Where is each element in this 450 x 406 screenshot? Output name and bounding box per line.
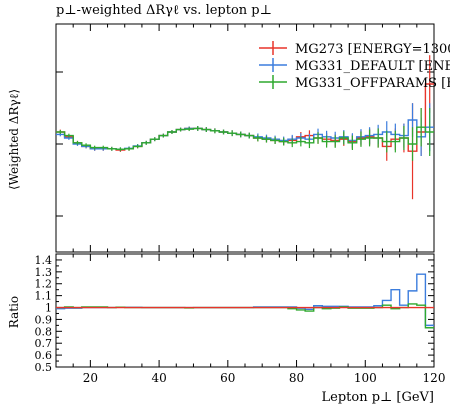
- series-line: [56, 273, 434, 327]
- main-y-axis-label: ⟨Weighted ΔRγℓ⟩: [7, 89, 21, 190]
- ratio-y-tick-label: 0.6: [35, 349, 53, 362]
- ratio-y-axis-label: Ratio: [7, 296, 21, 328]
- x-tick-label: 60: [220, 371, 235, 385]
- x-tick-label: 120: [423, 371, 446, 385]
- x-tick-label: 40: [151, 371, 166, 385]
- legend: MG273 [ENERGY=13000] MG331_DEFAULT [ENERG…: [259, 41, 450, 91]
- series-line: [56, 126, 434, 150]
- main-series-2: [56, 108, 434, 161]
- ratio-frame: [55, 253, 435, 368]
- ratio-y-tick-label: 1.3: [35, 266, 53, 279]
- x-tick-label: 20: [83, 371, 98, 385]
- ratio-y-tick-label: 0.9: [35, 313, 53, 326]
- ratio-y-tick-label: 1.4: [35, 254, 53, 267]
- ratio-y-tick-label: 0.8: [35, 325, 53, 338]
- chart-title: p⊥-weighted ΔRγℓ vs. lepton p⊥: [56, 3, 272, 18]
- x-axis-label: Lepton p⊥ [GeV]: [322, 390, 435, 405]
- ratio-series-1: [56, 273, 434, 327]
- ratio-plot: 20 40 60 80 100 120 0.50.60.70.80.911.11.21.31…: [35, 253, 446, 385]
- legend-item: MG331_OFFPARAMS [ENERGY=13000]: [259, 75, 450, 91]
- ratio-y-tick-label: 0.5: [35, 361, 53, 374]
- ratio-y-tick-label: 1.2: [35, 278, 53, 291]
- ratio-y-tick-label: 1: [45, 302, 52, 315]
- legend-label: MG331_OFFPARAMS [ENERGY=13000]: [295, 76, 450, 91]
- series-line: [56, 83, 434, 152]
- ratio-y-tick-label: 0.7: [35, 337, 53, 350]
- ratio-y-tick-label: 1.1: [35, 290, 53, 303]
- main-plot: [55, 23, 435, 253]
- main-series-1: [56, 103, 434, 156]
- x-tick-label: 80: [289, 371, 304, 385]
- legend-item: MG331_DEFAULT [ENERGY=13000]: [259, 58, 450, 74]
- x-tick-label: 100: [354, 371, 377, 385]
- legend-item: MG273 [ENERGY=13000]: [259, 41, 450, 57]
- legend-label: MG273 [ENERGY=13000]: [295, 42, 450, 57]
- legend-label: MG331_DEFAULT [ENERGY=13000]: [295, 59, 450, 74]
